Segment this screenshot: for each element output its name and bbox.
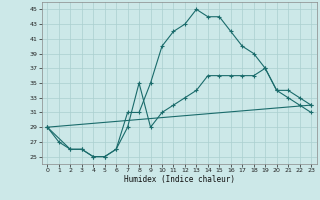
X-axis label: Humidex (Indice chaleur): Humidex (Indice chaleur) [124,175,235,184]
